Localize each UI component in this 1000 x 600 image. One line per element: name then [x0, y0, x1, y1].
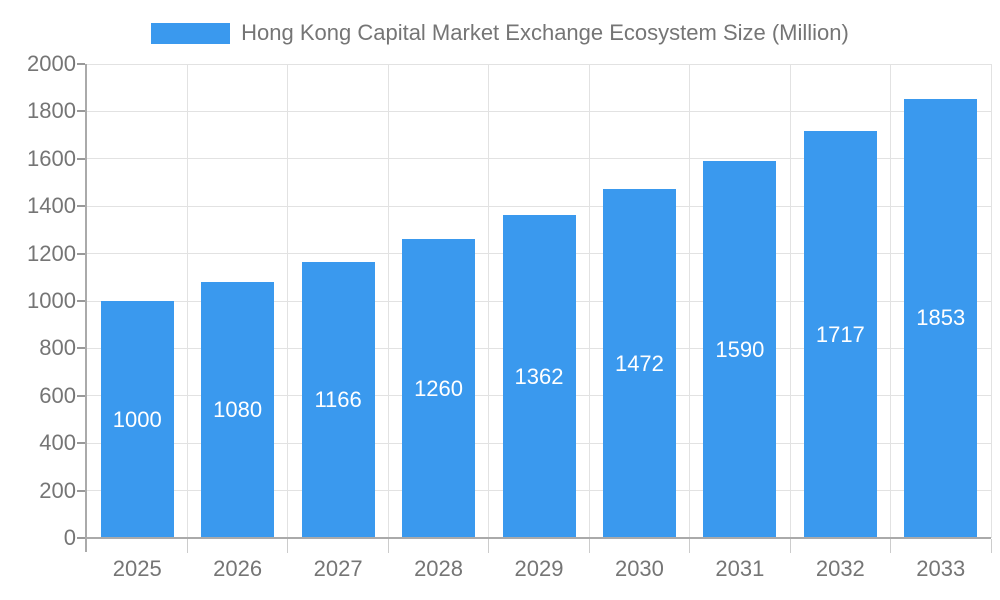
legend-label: Hong Kong Capital Market Exchange Ecosys…: [241, 20, 849, 45]
x-tick: [689, 539, 691, 553]
y-tick: [77, 537, 85, 539]
x-axis-label-2032: 2032: [815, 556, 865, 581]
bar-value-label: 1590: [715, 336, 765, 362]
bar-2032: 1717: [803, 131, 877, 538]
y-axis-label: 1000: [27, 288, 76, 313]
bar-value-label: 1080: [213, 397, 263, 422]
bar-value-label: 1166: [314, 386, 362, 412]
y-gridline: [87, 63, 991, 65]
bar-value-label: 1362: [514, 363, 564, 389]
y-tick: [77, 63, 85, 65]
x-tick: [789, 539, 791, 553]
y-tick: [77, 442, 85, 445]
x-gridline: [186, 64, 188, 538]
y-tick: [77, 205, 85, 208]
x-tick: [186, 539, 188, 553]
y-axis-label: 400: [39, 430, 76, 456]
x-gridline: [588, 64, 590, 538]
x-axis-line: [85, 537, 991, 539]
bar-2025: 1000: [100, 301, 174, 538]
y-axis-label: 600: [39, 382, 76, 408]
x-gridline: [890, 64, 892, 538]
y-tick: [77, 157, 85, 160]
y-axis-label: 0: [63, 525, 76, 550]
x-gridline: [990, 64, 992, 538]
bar-2030: 1472: [602, 189, 676, 538]
y-axis-label: 2000: [27, 51, 76, 76]
y-gridline: [87, 205, 991, 207]
y-axis-label: 800: [39, 335, 76, 361]
x-axis-label-2029: 2029: [514, 556, 564, 581]
x-gridline: [789, 64, 791, 538]
x-gridline: [689, 64, 691, 538]
x-axis-label-2027: 2027: [313, 556, 363, 581]
bar-value-label: 1000: [112, 406, 162, 432]
x-tick: [890, 539, 892, 553]
bar-value-label: 1853: [916, 305, 966, 331]
bar-2033: 1853: [904, 98, 978, 538]
x-axis-label-2030: 2030: [614, 556, 664, 581]
y-tick: [77, 110, 85, 113]
y-axis-line: [85, 64, 87, 552]
x-axis-label-2031: 2031: [715, 556, 765, 581]
bar-2027: 1166: [301, 261, 375, 538]
bar-2031: 1590: [703, 161, 777, 538]
legend[interactable]: Hong Kong Capital Market Exchange Ecosys…: [0, 20, 1000, 46]
x-gridline: [488, 64, 490, 538]
y-tick: [77, 489, 85, 492]
y-tick: [77, 394, 85, 397]
bar-value-label: 1717: [815, 321, 865, 347]
bar-2026: 1080: [201, 282, 275, 538]
x-axis-label-2025: 2025: [112, 556, 162, 581]
bar-value-label: 1260: [414, 375, 464, 401]
x-axis-label-2026: 2026: [213, 556, 263, 581]
legend-swatch: [151, 22, 231, 44]
x-gridline: [287, 64, 289, 538]
x-tick: [588, 539, 590, 553]
x-gridline: [387, 64, 389, 538]
y-axis-label: 1400: [27, 193, 76, 219]
y-tick: [77, 300, 85, 302]
x-axis-label-2033: 2033: [916, 556, 966, 581]
y-axis-label: 1600: [27, 145, 76, 171]
y-axis-label: 1800: [27, 98, 76, 124]
x-axis-label-2028: 2028: [414, 556, 464, 581]
y-gridline: [87, 158, 991, 160]
x-tick: [287, 539, 289, 553]
x-tick: [990, 539, 992, 553]
x-tick: [488, 539, 490, 553]
bar-2028: 1260: [402, 239, 476, 538]
y-gridline: [87, 110, 991, 112]
y-tick: [77, 347, 85, 350]
x-tick: [387, 539, 389, 553]
bar-2029: 1362: [502, 215, 576, 538]
y-tick: [77, 252, 85, 255]
y-axis-label: 200: [39, 477, 76, 503]
bar-value-label: 1472: [614, 350, 664, 376]
y-axis-label: 1200: [27, 240, 76, 266]
